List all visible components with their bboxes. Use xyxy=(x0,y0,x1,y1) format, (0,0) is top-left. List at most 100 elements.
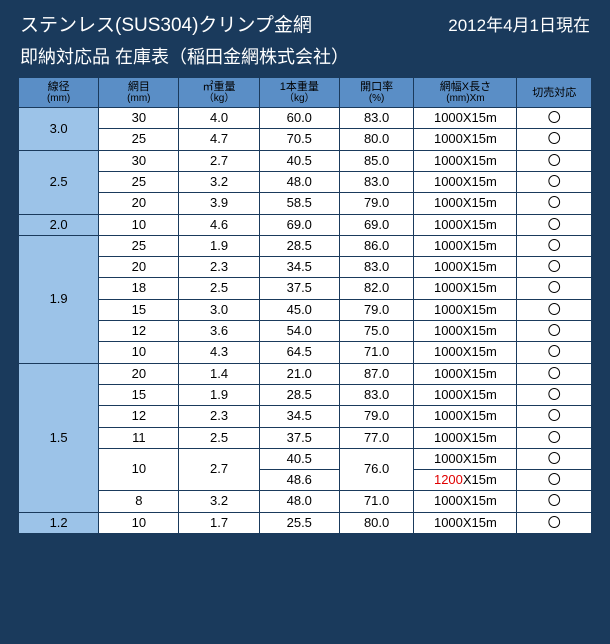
cut-ok-cell: 〇 xyxy=(517,363,592,384)
wt-cell: 40.5 xyxy=(259,448,339,469)
open-cell: 79.0 xyxy=(339,406,413,427)
mesh-cell: 10 xyxy=(99,448,179,491)
open-cell: 82.0 xyxy=(339,278,413,299)
size-cell: 1000X15m xyxy=(414,448,517,469)
table-row: 153.045.079.01000X15m〇 xyxy=(19,299,592,320)
mesh-cell: 25 xyxy=(99,129,179,150)
m2-cell: 1.7 xyxy=(179,512,259,533)
open-cell: 79.0 xyxy=(339,299,413,320)
wt-cell: 40.5 xyxy=(259,150,339,171)
open-cell: 77.0 xyxy=(339,427,413,448)
size-cell: 1000X15m xyxy=(414,342,517,363)
open-cell: 83.0 xyxy=(339,108,413,129)
table-row: 1.2101.725.580.01000X15m〇 xyxy=(19,512,592,533)
col-header-1: 網目(mm) xyxy=(99,78,179,108)
mesh-cell: 30 xyxy=(99,150,179,171)
m2-cell: 2.5 xyxy=(179,427,259,448)
wt-cell: 54.0 xyxy=(259,321,339,342)
mesh-cell: 20 xyxy=(99,363,179,384)
cut-ok-cell: 〇 xyxy=(517,448,592,469)
cut-ok-cell: 〇 xyxy=(517,214,592,235)
col-header-6: 切売対応 xyxy=(517,78,592,108)
m2-cell: 1.4 xyxy=(179,363,259,384)
cut-ok-cell: 〇 xyxy=(517,342,592,363)
page-title: ステンレス(SUS304)クリンプ金網 xyxy=(20,10,312,37)
mesh-cell: 20 xyxy=(99,193,179,214)
size-cell: 1000X15m xyxy=(414,214,517,235)
gauge-cell: 1.9 xyxy=(19,235,99,363)
wt-cell: 28.5 xyxy=(259,384,339,405)
cut-ok-cell: 〇 xyxy=(517,299,592,320)
cut-ok-cell: 〇 xyxy=(517,257,592,278)
m2-cell: 3.2 xyxy=(179,491,259,512)
m2-cell: 3.9 xyxy=(179,193,259,214)
open-cell: 83.0 xyxy=(339,171,413,192)
mesh-cell: 15 xyxy=(99,299,179,320)
wt-cell: 48.6 xyxy=(259,470,339,491)
m2-cell: 2.3 xyxy=(179,406,259,427)
mesh-cell: 30 xyxy=(99,108,179,129)
mesh-cell: 15 xyxy=(99,384,179,405)
size-cell: 1000X15m xyxy=(414,257,517,278)
cut-ok-cell: 〇 xyxy=(517,129,592,150)
cut-ok-cell: 〇 xyxy=(517,321,592,342)
mesh-cell: 10 xyxy=(99,342,179,363)
col-header-4: 開口率(%) xyxy=(339,78,413,108)
m2-cell: 1.9 xyxy=(179,235,259,256)
wt-cell: 37.5 xyxy=(259,278,339,299)
wt-cell: 37.5 xyxy=(259,427,339,448)
size-cell: 1000X15m xyxy=(414,363,517,384)
wt-cell: 60.0 xyxy=(259,108,339,129)
gauge-cell: 2.0 xyxy=(19,214,99,235)
header: ステンレス(SUS304)クリンプ金網 2012年4月1日現在 即納対応品 在庫… xyxy=(0,0,610,77)
cut-ok-cell: 〇 xyxy=(517,171,592,192)
wt-cell: 64.5 xyxy=(259,342,339,363)
size-cell: 1000X15m xyxy=(414,150,517,171)
open-cell: 69.0 xyxy=(339,214,413,235)
open-cell: 86.0 xyxy=(339,235,413,256)
open-cell: 83.0 xyxy=(339,257,413,278)
table-row: 3.0304.060.083.01000X15m〇 xyxy=(19,108,592,129)
m2-cell: 2.5 xyxy=(179,278,259,299)
open-cell: 76.0 xyxy=(339,448,413,491)
table-row: 122.334.579.01000X15m〇 xyxy=(19,406,592,427)
size-cell: 1000X15m xyxy=(414,108,517,129)
cut-ok-cell: 〇 xyxy=(517,491,592,512)
m2-cell: 4.0 xyxy=(179,108,259,129)
size-cell: 1000X15m xyxy=(414,427,517,448)
cut-ok-cell: 〇 xyxy=(517,278,592,299)
mesh-cell: 25 xyxy=(99,171,179,192)
m2-cell: 4.6 xyxy=(179,214,259,235)
table-row: 2.5302.740.585.01000X15m〇 xyxy=(19,150,592,171)
wt-cell: 25.5 xyxy=(259,512,339,533)
col-header-5: 網幅X長さ(mm)Xm xyxy=(414,78,517,108)
table-row: 104.364.571.01000X15m〇 xyxy=(19,342,592,363)
size-cell: 1000X15m xyxy=(414,512,517,533)
table-row: 102.740.576.01000X15m〇 xyxy=(19,448,592,469)
cut-ok-cell: 〇 xyxy=(517,427,592,448)
open-cell: 87.0 xyxy=(339,363,413,384)
m2-cell: 3.0 xyxy=(179,299,259,320)
table-row: 202.334.583.01000X15m〇 xyxy=(19,257,592,278)
mesh-cell: 10 xyxy=(99,512,179,533)
table-row: 123.654.075.01000X15m〇 xyxy=(19,321,592,342)
wt-cell: 48.0 xyxy=(259,491,339,512)
table-row: 1.5201.421.087.01000X15m〇 xyxy=(19,363,592,384)
size-cell: 1000X15m xyxy=(414,321,517,342)
table-row: 203.958.579.01000X15m〇 xyxy=(19,193,592,214)
open-cell: 71.0 xyxy=(339,342,413,363)
col-header-0: 線径(mm) xyxy=(19,78,99,108)
table-row: 1.9251.928.586.01000X15m〇 xyxy=(19,235,592,256)
wt-cell: 34.5 xyxy=(259,257,339,278)
open-cell: 85.0 xyxy=(339,150,413,171)
mesh-cell: 12 xyxy=(99,406,179,427)
table-row: 83.248.071.01000X15m〇 xyxy=(19,491,592,512)
size-cell: 1000X15m xyxy=(414,235,517,256)
open-cell: 75.0 xyxy=(339,321,413,342)
col-header-3: 1本重量（kg） xyxy=(259,78,339,108)
mesh-cell: 10 xyxy=(99,214,179,235)
size-cell: 1000X15m xyxy=(414,171,517,192)
size-cell: 1000X15m xyxy=(414,278,517,299)
cut-ok-cell: 〇 xyxy=(517,235,592,256)
cut-ok-cell: 〇 xyxy=(517,406,592,427)
